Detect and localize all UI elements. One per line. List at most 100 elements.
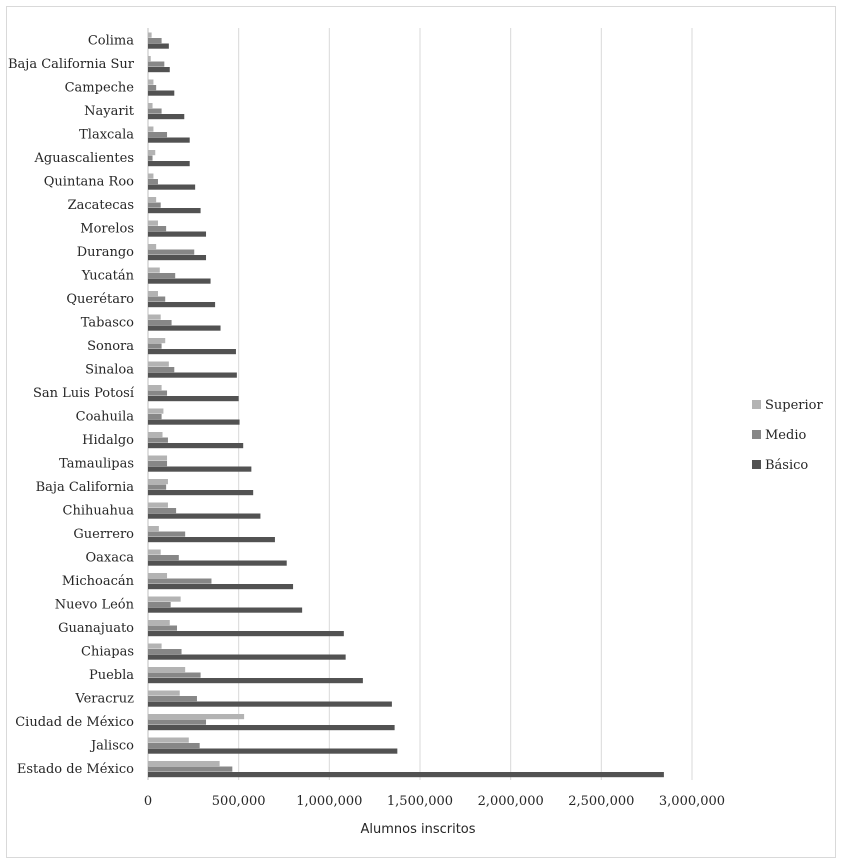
legend-swatch-medio: [752, 430, 761, 439]
bar-superior: [148, 737, 189, 743]
category-label: Oaxaca: [85, 550, 134, 565]
bar-superior: [148, 573, 168, 579]
category-label: Chiapas: [81, 644, 134, 659]
category-label: Querétaro: [66, 292, 134, 307]
legend-label: Básico: [765, 458, 808, 473]
bar-básico: [148, 631, 344, 637]
bar-básico: [148, 701, 392, 707]
category-label: Nuevo León: [55, 597, 135, 612]
bar-medio: [148, 226, 167, 232]
bar-superior: [148, 432, 163, 438]
category-label: Puebla: [89, 668, 134, 683]
x-tick-label: 0: [144, 794, 152, 809]
bar-medio: [148, 625, 178, 631]
bar-superior: [148, 549, 161, 555]
bar-medio: [148, 296, 166, 302]
bars: [148, 32, 664, 778]
legend-label: Superior: [765, 398, 823, 413]
bar-medio: [148, 85, 157, 91]
x-axis-tick-labels: 0 500,000 1,000,000 1,500,000 2,000,000 2,500…: [144, 794, 725, 809]
bar-medio: [148, 202, 161, 208]
category-label: Ciudad de México: [15, 715, 134, 730]
bar-medio: [148, 179, 158, 185]
chart-frame: [6, 6, 836, 858]
bar-básico: [148, 137, 190, 143]
bar-medio: [148, 766, 233, 772]
category-label: Zacatecas: [68, 198, 134, 213]
category-label: Tlaxcala: [79, 127, 134, 142]
category-label: Chihuahua: [63, 503, 135, 518]
bar-básico: [148, 513, 261, 519]
category-label: Durango: [77, 245, 134, 260]
bar-básico: [148, 349, 236, 355]
bar-superior: [148, 314, 161, 320]
bar-básico: [148, 231, 207, 237]
bar-medio: [148, 155, 153, 161]
legend-label: Medio: [765, 428, 806, 443]
bar-superior: [148, 244, 157, 250]
bar-básico: [148, 67, 170, 73]
bar-superior: [148, 643, 162, 649]
bar-superior: [148, 220, 158, 226]
bar-superior: [148, 32, 152, 38]
bar-superior: [148, 150, 156, 156]
bar-superior: [148, 126, 154, 132]
x-axis-title: Alumnos inscritos: [360, 822, 475, 837]
bar-básico: [148, 208, 201, 214]
bar-medio: [148, 108, 162, 114]
category-label: Quintana Roo: [44, 174, 134, 189]
bar-medio: [148, 508, 177, 514]
bar-superior: [148, 267, 160, 273]
x-tick-label: 3,000,000: [659, 794, 725, 809]
category-label: Guanajuato: [58, 621, 134, 636]
bar-superior: [148, 690, 180, 696]
bar-básico: [148, 607, 303, 613]
bar-superior: [148, 667, 186, 673]
bar-superior: [148, 338, 166, 344]
bar-superior: [148, 197, 157, 203]
bar-básico: [148, 725, 395, 731]
category-label: Sonora: [87, 339, 134, 354]
bar-básico: [148, 184, 196, 190]
bar-medio: [148, 484, 167, 490]
bar-medio: [148, 531, 186, 537]
category-label: San Luis Potosí: [33, 386, 135, 401]
bar-superior: [148, 455, 168, 461]
category-label: Campeche: [65, 80, 135, 95]
bar-medio: [148, 132, 168, 138]
category-label: Tamaulipas: [59, 456, 134, 471]
bar-superior: [148, 408, 164, 414]
bar-básico: [148, 772, 664, 778]
bar-superior: [148, 79, 154, 85]
category-label: Aguascalientes: [33, 151, 134, 166]
category-label: Hidalgo: [82, 433, 134, 448]
bar-básico: [148, 90, 175, 96]
category-label: Sinaloa: [85, 362, 134, 377]
bar-superior: [148, 361, 169, 367]
category-label: Colima: [88, 33, 134, 48]
bar-medio: [148, 61, 165, 67]
bar-básico: [148, 490, 254, 496]
x-tick-label: 1,500,000: [387, 794, 453, 809]
category-label: Baja California Sur: [8, 57, 135, 72]
bar-básico: [148, 584, 294, 590]
bar-medio: [148, 249, 195, 255]
x-tick-label: 2,000,000: [478, 794, 544, 809]
category-label: Nayarit: [84, 104, 135, 119]
bar-básico: [148, 654, 346, 660]
bar-básico: [148, 302, 216, 308]
bar-medio: [148, 390, 168, 396]
bar-superior: [148, 502, 168, 508]
legend-swatch-superior: [752, 400, 761, 409]
bar-medio: [148, 602, 171, 608]
bar-medio: [148, 696, 197, 702]
bar-superior: [148, 714, 245, 720]
bar-superior: [148, 596, 181, 602]
bar-medio: [148, 649, 182, 655]
bar-básico: [148, 114, 185, 120]
legend-swatch-básico: [752, 460, 761, 469]
bar-básico: [148, 537, 275, 543]
bar-medio: [148, 273, 176, 279]
bar-básico: [148, 396, 239, 402]
